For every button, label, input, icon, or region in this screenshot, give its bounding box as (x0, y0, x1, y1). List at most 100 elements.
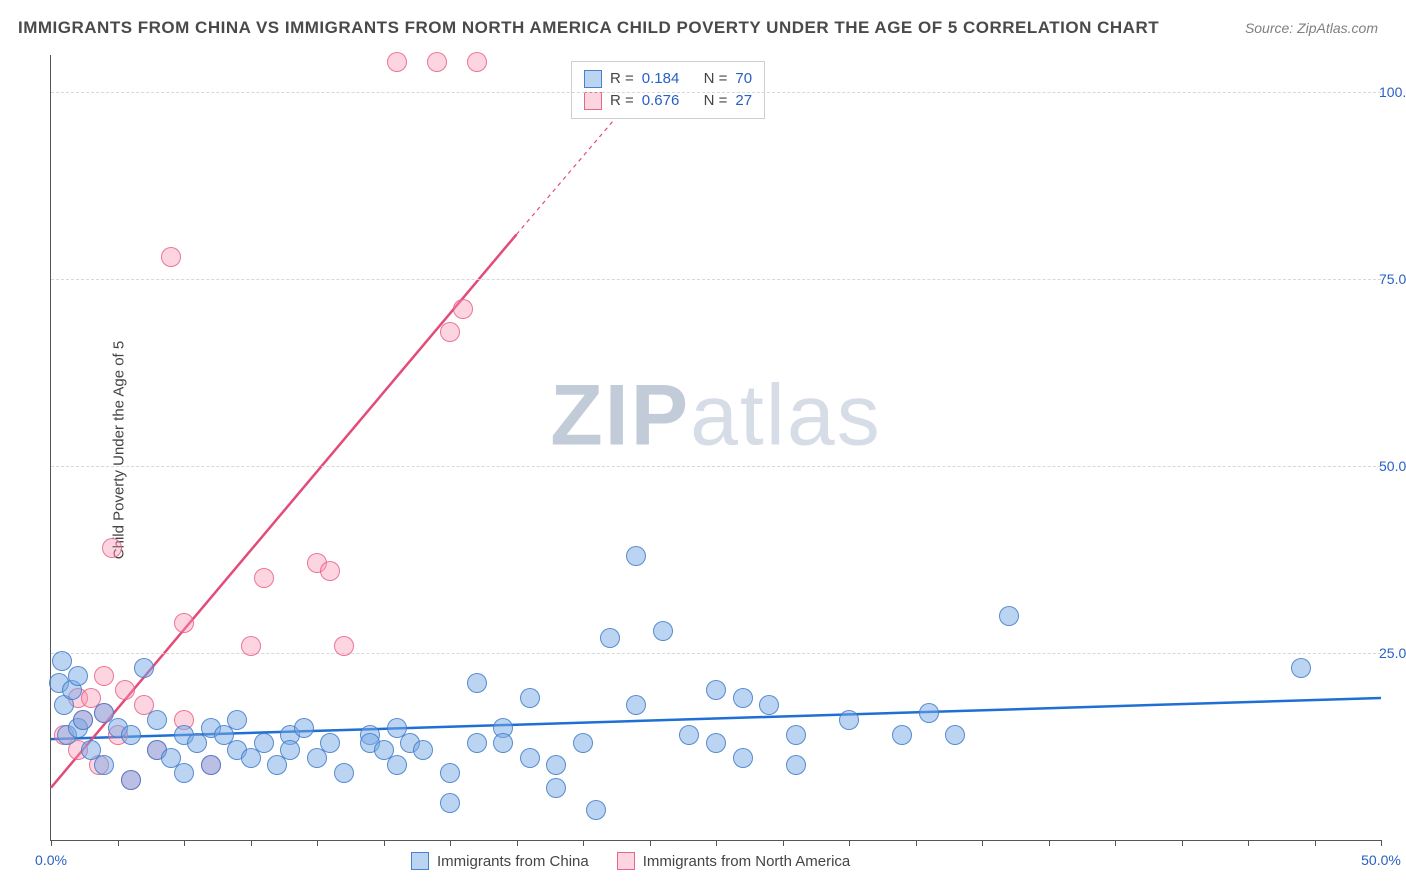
r-value-blue: 0.184 (642, 68, 680, 90)
stats-row-blue: R = 0.184 N = 70 (584, 68, 752, 90)
data-point (81, 688, 101, 708)
watermark: ZIPatlas (550, 367, 881, 466)
data-point (520, 688, 540, 708)
x-tick (849, 840, 850, 846)
data-point (945, 725, 965, 745)
data-point (786, 725, 806, 745)
data-point (546, 755, 566, 775)
data-point (115, 680, 135, 700)
data-point (307, 748, 327, 768)
x-tick (450, 840, 451, 846)
data-point (227, 710, 247, 730)
data-point (201, 755, 221, 775)
data-point (280, 725, 300, 745)
data-point (294, 718, 314, 738)
x-tick-label: 50.0% (1361, 852, 1401, 868)
data-point (241, 748, 261, 768)
gridline (51, 653, 1381, 654)
y-tick-label: 25.0% (1379, 645, 1406, 661)
n-value-blue: 70 (735, 68, 752, 90)
data-point (89, 755, 109, 775)
data-point (334, 763, 354, 783)
x-tick (783, 840, 784, 846)
data-point (839, 710, 859, 730)
data-point (201, 755, 221, 775)
x-tick (517, 840, 518, 846)
data-point (254, 733, 274, 753)
data-point (174, 613, 194, 633)
data-point (134, 658, 154, 678)
x-tick (184, 840, 185, 846)
data-point (161, 748, 181, 768)
trend-lines (51, 55, 1381, 840)
source-name: ZipAtlas.com (1297, 20, 1378, 36)
y-tick-label: 100.0% (1379, 84, 1406, 100)
x-tick (716, 840, 717, 846)
r-label: R = (610, 68, 634, 90)
watermark-rest: atlas (690, 368, 882, 464)
data-point (187, 733, 207, 753)
data-point (214, 725, 234, 745)
data-point (360, 733, 380, 753)
x-tick (1315, 840, 1316, 846)
data-point (493, 718, 513, 738)
data-point (440, 793, 460, 813)
data-point (57, 725, 77, 745)
data-point (62, 680, 82, 700)
data-point (626, 546, 646, 566)
x-tick (317, 840, 318, 846)
swatch-pink-icon (617, 852, 635, 870)
data-point (94, 703, 114, 723)
data-point (440, 322, 460, 342)
data-point (413, 740, 433, 760)
legend-label-blue: Immigrants from China (437, 853, 589, 870)
data-point (94, 666, 114, 686)
data-point (68, 718, 88, 738)
data-point (653, 621, 673, 641)
data-point (706, 733, 726, 753)
data-point (267, 755, 287, 775)
data-point (147, 740, 167, 760)
data-point (493, 733, 513, 753)
x-tick-label: 0.0% (35, 852, 67, 868)
y-tick-label: 75.0% (1379, 271, 1406, 287)
data-point (467, 52, 487, 72)
x-tick (1182, 840, 1183, 846)
data-point (586, 800, 606, 820)
x-tick (251, 840, 252, 846)
x-tick (583, 840, 584, 846)
data-point (73, 710, 93, 730)
x-tick (1248, 840, 1249, 846)
data-point (134, 695, 154, 715)
data-point (147, 740, 167, 760)
data-point (54, 695, 74, 715)
data-point (573, 733, 593, 753)
data-point (108, 718, 128, 738)
n-label: N = (704, 68, 728, 90)
data-point (161, 247, 181, 267)
data-point (201, 718, 221, 738)
data-point (320, 561, 340, 581)
data-point (121, 770, 141, 790)
x-tick (650, 840, 651, 846)
data-point (227, 740, 247, 760)
bottom-legend: Immigrants from China Immigrants from No… (411, 852, 850, 870)
data-point (387, 718, 407, 738)
data-point (121, 770, 141, 790)
data-point (1291, 658, 1311, 678)
data-point (102, 538, 122, 558)
data-point (81, 740, 101, 760)
scatter-plot: ZIPatlas R = 0.184 N = 70 R = 0.676 N = … (50, 55, 1381, 841)
x-tick (1049, 840, 1050, 846)
x-tick (1381, 840, 1382, 846)
data-point (68, 740, 88, 760)
data-point (427, 52, 447, 72)
data-point (679, 725, 699, 745)
x-tick (916, 840, 917, 846)
data-point (400, 733, 420, 753)
data-point (94, 703, 114, 723)
data-point (546, 778, 566, 798)
data-point (121, 725, 141, 745)
legend-item-pink: Immigrants from North America (617, 852, 851, 870)
data-point (108, 725, 128, 745)
